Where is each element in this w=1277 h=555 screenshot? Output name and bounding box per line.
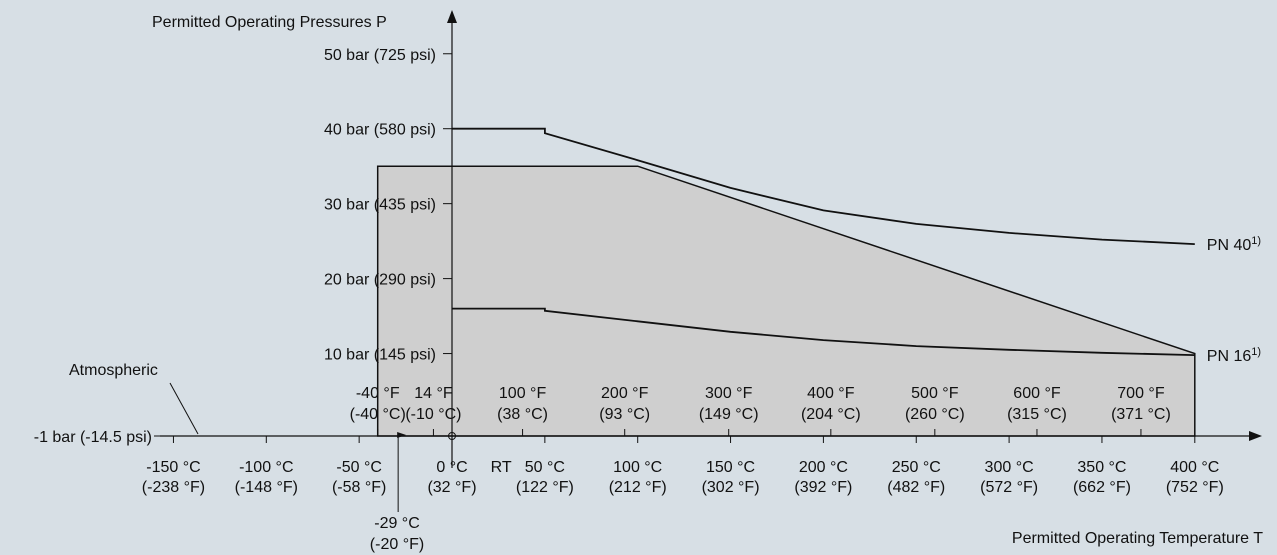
y-tick-label: 30 bar (435 psi) [324,197,436,214]
low-temp-label-fahrenheit: (-20 °F) [370,536,424,553]
origin-marker [448,432,456,440]
x-tick-label-celsius: 100 °C [613,459,662,476]
x-tick-label-fahrenheit-equivalent: (572 °F) [980,479,1038,496]
labels-layer: PN 401) PN 161) -1 bar (-14.5 psi) 10 bar (… [34,47,1261,553]
x-axis-title: Permitted Operating Temperature T [1012,530,1263,547]
x-tick-label-fahrenheit-equivalent: (752 °F) [1166,479,1224,496]
atmospheric-label: Atmospheric [69,362,158,379]
x-tick-label-fahrenheit: 700 °F [1117,385,1165,402]
y-axis-arrow [447,10,457,23]
x-tick-label-fahrenheit: 100 °F [499,385,547,402]
x-tick-label-celsius: 0 °C [436,459,467,476]
x-tick-label-fahrenheit-equivalent: (-148 °F) [235,479,298,496]
y-tick-label: 40 bar (580 psi) [324,122,436,139]
x-tick-label-celsius: 350 °C [1077,459,1126,476]
x-tick-label-celsius-equivalent: (-40 °C) [350,406,406,423]
x-tick-label-celsius-equivalent: (149 °C) [699,406,759,423]
low-temp-arrow [397,432,407,438]
series-label-pn-16: PN 161) [1207,346,1261,365]
x-tick-label-fahrenheit: -40 °F [356,385,400,402]
y-tick-label: 10 bar (145 psi) [324,347,436,364]
x-tick-label-celsius-equivalent: (260 °C) [905,406,965,423]
x-axis-arrow [1249,431,1262,441]
axes-layer [160,10,1262,468]
x-tick-label-celsius-equivalent: (38 °C) [497,406,548,423]
x-tick-label-celsius: 200 °C [799,459,848,476]
x-tick-label-fahrenheit: 400 °F [807,385,855,402]
x-tick-label-fahrenheit-equivalent: (-238 °F) [142,479,205,496]
x-tick-label-celsius: -50 °C [336,459,382,476]
low-temp-label: -29 °C [374,515,420,532]
x-tick-label-fahrenheit: 500 °F [911,385,959,402]
x-tick-label-celsius: 250 °C [892,459,941,476]
x-tick-label-fahrenheit-equivalent: (-58 °F) [332,479,386,496]
x-tick-label-fahrenheit: 300 °F [705,385,753,402]
x-tick-label-fahrenheit-equivalent: (122 °F) [516,479,574,496]
x-tick-label-celsius-equivalent: (204 °C) [801,406,861,423]
series-layer [452,127,1195,356]
x-tick-label-fahrenheit: 600 °F [1013,385,1061,402]
x-tick-label-fahrenheit-equivalent: (212 °F) [609,479,667,496]
y-tick-label: 20 bar (290 psi) [324,272,436,289]
x-tick-label-fahrenheit-equivalent: (32 °F) [427,479,476,496]
x-tick-label-celsius-equivalent: (315 °C) [1007,406,1067,423]
x-tick-label-celsius-equivalent: (371 °C) [1111,406,1171,423]
x-tick-label-fahrenheit-equivalent: (662 °F) [1073,479,1131,496]
x-tick-label-fahrenheit-equivalent: (302 °F) [702,479,760,496]
y-axis-title: Permitted Operating Pressures P [152,14,387,31]
x-tick-label-celsius-equivalent: (-10 °C) [405,406,461,423]
x-tick-label-celsius: 50 °C [525,459,565,476]
x-tick-label-fahrenheit-equivalent: (392 °F) [794,479,852,496]
x-tick-label-fahrenheit-equivalent: (482 °F) [887,479,945,496]
x-tick-label-celsius: 300 °C [985,459,1034,476]
x-tick-label-fahrenheit: 200 °F [601,385,649,402]
x-tick-label-fahrenheit: 14 °F [414,385,453,402]
series-label-pn-40: PN 401) [1207,235,1261,254]
atmospheric-leader-line [169,382,199,435]
x-tick-label-celsius: -100 °C [239,459,293,476]
y-tick-label: 50 bar (725 psi) [324,47,436,64]
rt-label: RT [491,459,512,476]
x-tick-label-celsius: -150 °C [146,459,200,476]
series-line-pn-40 [452,127,1195,245]
y-tick-label: -1 bar (-14.5 psi) [34,429,152,446]
x-tick-label-celsius: 400 °C [1170,459,1219,476]
x-tick-label-celsius-equivalent: (93 °C) [599,406,650,423]
x-tick-label-celsius: 150 °C [706,459,755,476]
ticks-layer [154,53,1196,512]
series-line-pn-16 [452,307,1195,356]
